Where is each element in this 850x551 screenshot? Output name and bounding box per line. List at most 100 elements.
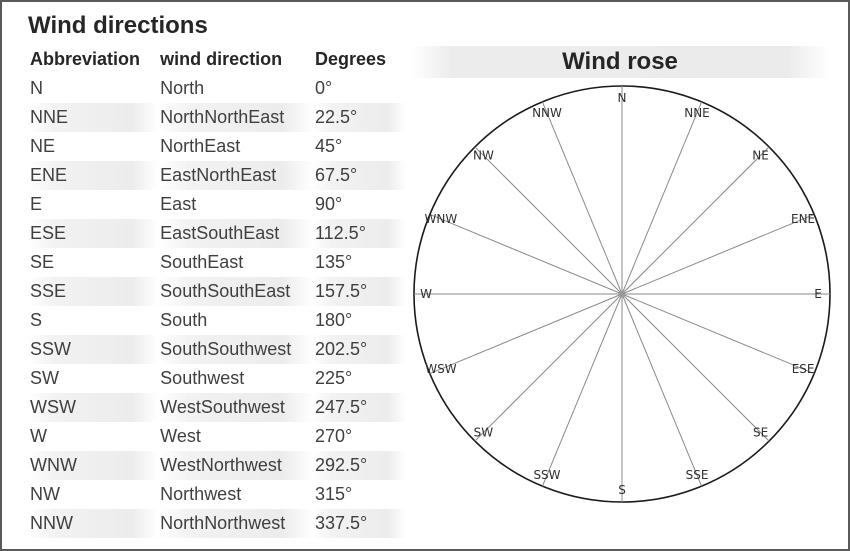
page-title: Wind directions	[28, 12, 208, 39]
cell-wind-direction: NorthNorthEast	[158, 103, 313, 132]
cell-degrees: 135°	[314, 252, 353, 272]
rose-rays	[414, 86, 830, 502]
cell-wind-direction: North	[160, 78, 205, 98]
table-row: WNW WestNorthwest 292.5°	[28, 451, 406, 480]
cell-wind-direction: West	[160, 426, 201, 446]
cell-abbreviation: SE	[30, 252, 55, 272]
cell-abbreviation: SSE	[28, 277, 159, 306]
table-row: WSW WestSouthwest 247.5°	[28, 393, 406, 422]
cell-wind-direction: East	[160, 194, 197, 214]
cell-degrees: 67.5°	[312, 161, 406, 190]
header-abbreviation: Abbreviation	[30, 48, 141, 69]
table-header-row: Abbreviation wind direction Degrees	[28, 44, 406, 74]
cell-abbreviation: N	[30, 78, 43, 98]
rose-ray-sse	[621, 293, 703, 487]
rose-ray-ssw	[541, 293, 623, 487]
rose-label-e: E	[814, 287, 822, 301]
table-row: SSE SouthSouthEast 157.5°	[28, 277, 406, 306]
cell-degrees: 270°	[314, 426, 353, 446]
rose-label-sse: SSE	[686, 468, 709, 482]
cell-wind-direction: NorthEast	[160, 136, 241, 156]
table-row: NE NorthEast 45°	[28, 132, 406, 161]
cell-wind-direction: EastNorthEast	[158, 161, 313, 190]
cell-abbreviation: WNW	[28, 451, 159, 480]
rose-ray-ene	[621, 213, 815, 295]
rose-label-ene: ENE	[791, 212, 815, 226]
rose-ray-wsw	[429, 293, 623, 375]
cell-abbreviation: W	[30, 426, 47, 446]
cell-abbreviation: NNE	[28, 103, 159, 132]
cell-abbreviation: WSW	[28, 393, 159, 422]
cell-wind-direction: SouthSouthwest	[158, 335, 313, 364]
rose-ray-nnw	[541, 101, 623, 295]
cell-degrees: 22.5°	[312, 103, 406, 132]
rose-ray-nw	[474, 146, 623, 295]
cell-wind-direction: WestNorthwest	[158, 451, 313, 480]
wind-rose-diagram: N NNE NE ENE E ESE SE SSE S SSW SW WSW W WNW NW NNW	[413, 85, 831, 503]
wind-directions-table: Abbreviation wind direction Degrees N Nor…	[28, 44, 406, 538]
rose-ray-ne	[621, 146, 770, 295]
table-row: ENE EastNorthEast 67.5°	[28, 161, 406, 190]
cell-wind-direction: South	[160, 310, 208, 330]
cell-degrees: 292.5°	[312, 451, 406, 480]
cell-abbreviation: ESE	[28, 219, 159, 248]
table-row: ESE EastSouthEast 112.5°	[28, 219, 406, 248]
table-row: W West 270°	[28, 422, 406, 451]
table-row: SSW SouthSouthwest 202.5°	[28, 335, 406, 364]
rose-ray-nne	[621, 101, 703, 295]
cell-abbreviation: E	[30, 194, 43, 214]
cell-wind-direction: SouthEast	[160, 252, 244, 272]
rose-label-ese: ESE	[792, 362, 815, 376]
rose-title: Wind rose	[562, 48, 678, 75]
cell-abbreviation: NNW	[28, 509, 159, 538]
rose-label-n: N	[618, 91, 627, 105]
cell-abbreviation: ENE	[28, 161, 159, 190]
rose-label-nne: NNE	[684, 106, 710, 120]
rose-label-wnw: WNW	[425, 212, 458, 226]
rose-label-s: S	[618, 483, 626, 497]
rose-label-nnw: NNW	[532, 106, 562, 120]
table-row: S South 180°	[28, 306, 406, 335]
table-row: NNW NorthNorthwest 337.5°	[28, 509, 406, 538]
cell-abbreviation: S	[30, 310, 43, 330]
cell-degrees: 90°	[314, 194, 343, 214]
table-body: N North 0° NNE NorthNorthEast 22.5° NE NorthEas…	[28, 74, 406, 538]
rose-label-ne: NE	[752, 148, 769, 162]
rose-label-w: W	[420, 287, 432, 301]
cell-wind-direction: Southwest	[160, 368, 245, 388]
cell-wind-direction: NorthNorthwest	[158, 509, 313, 538]
cell-degrees: 337.5°	[312, 509, 406, 538]
cell-wind-direction: Northwest	[160, 484, 242, 504]
table-row: NNE NorthNorthEast 22.5°	[28, 103, 406, 132]
rose-label-sw: SW	[474, 426, 494, 440]
rose-label-wsw: WSW	[425, 362, 456, 376]
header-wind-direction: wind direction	[160, 48, 283, 69]
cell-abbreviation: NE	[30, 136, 56, 156]
cell-degrees: 157.5°	[312, 277, 406, 306]
cell-degrees: 0°	[314, 78, 333, 98]
cell-degrees: 202.5°	[312, 335, 406, 364]
cell-degrees: 112.5°	[312, 219, 406, 248]
rose-labels: N NNE NE ENE E ESE SE SSE S SSW SW WSW W WNW NW NNW	[420, 91, 822, 497]
rose-title-bar	[410, 46, 830, 78]
table-row: SW Southwest 225°	[28, 364, 406, 393]
cell-wind-direction: EastSouthEast	[158, 219, 313, 248]
cell-degrees: 225°	[314, 368, 353, 388]
cell-wind-direction: WestSouthwest	[158, 393, 313, 422]
rose-ray-ese	[621, 293, 815, 375]
table-row: N North 0°	[28, 74, 406, 103]
table-row: NW Northwest 315°	[28, 480, 406, 509]
rose-label-nw: NW	[473, 148, 494, 162]
cell-degrees: 180°	[314, 310, 353, 330]
table-row: SE SouthEast 135°	[28, 248, 406, 277]
cell-abbreviation: NW	[30, 484, 60, 504]
rose-label-se: SE	[753, 426, 768, 440]
rose-label-ssw: SSW	[533, 468, 560, 482]
cell-degrees: 45°	[314, 136, 343, 156]
rose-ray-se	[621, 293, 770, 442]
rose-ray-sw	[474, 293, 623, 442]
cell-abbreviation: SW	[30, 368, 59, 388]
cell-abbreviation: SSW	[28, 335, 159, 364]
cell-degrees: 315°	[314, 484, 353, 504]
